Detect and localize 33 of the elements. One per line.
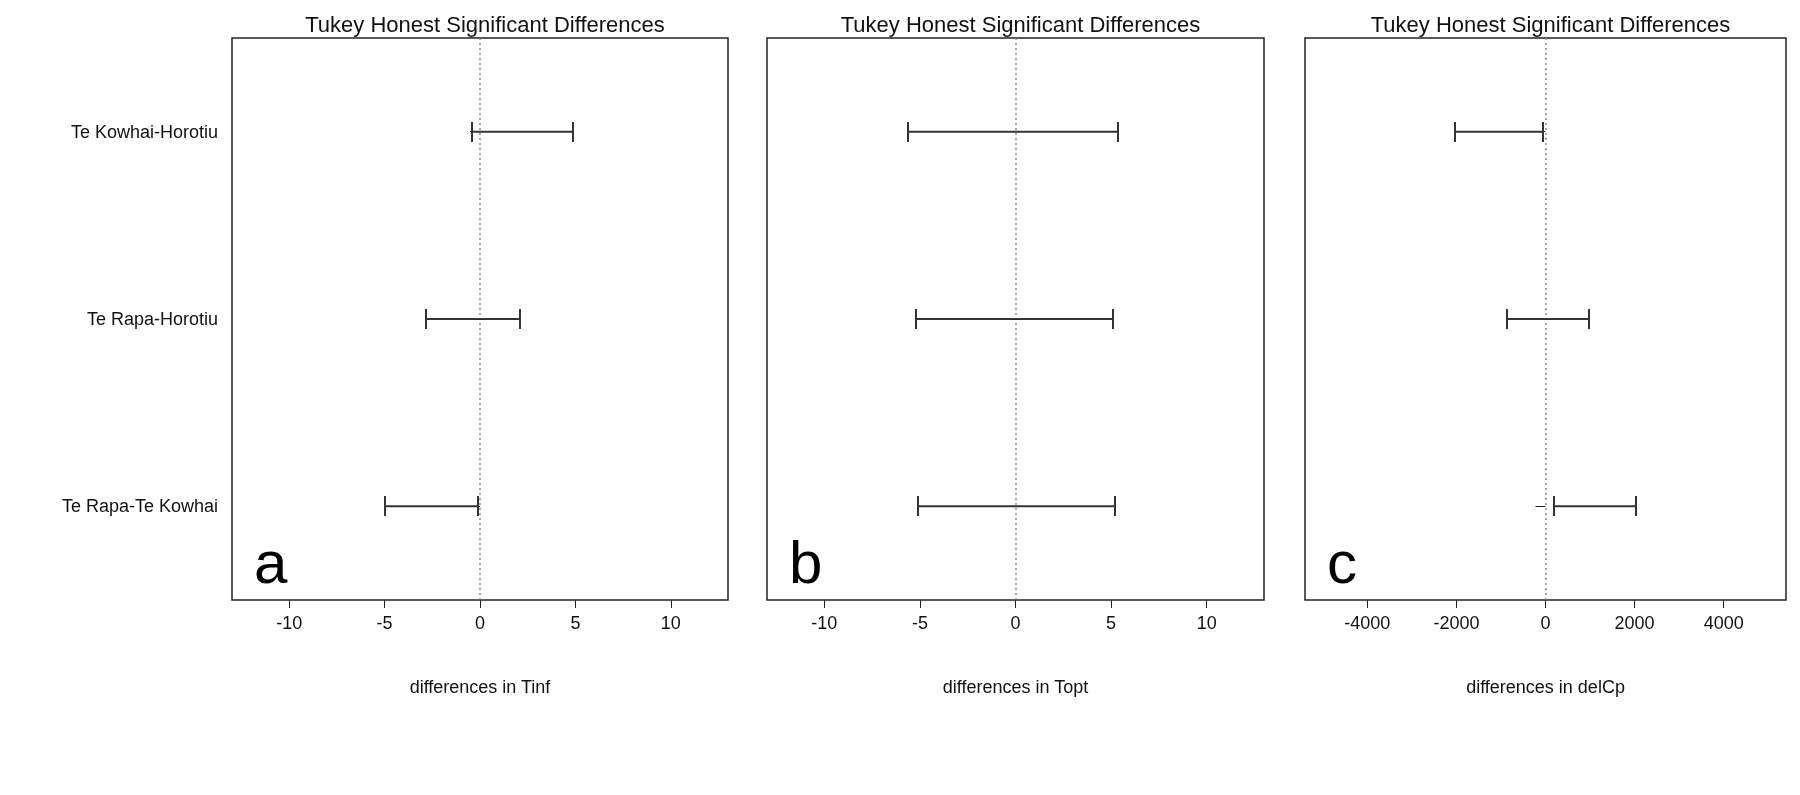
x-tick-label: -10 (276, 613, 303, 633)
x-axis-title: differences in Tinf (409, 677, 552, 697)
y-tick-label: Te Rapa-Horotiu (86, 309, 218, 329)
bar (472, 130, 573, 133)
bar (384, 505, 478, 508)
annotation: b (789, 528, 823, 596)
x-tick-label: -5 (911, 613, 928, 633)
x-tick-label: -5 (376, 613, 393, 633)
chart-title: Tukey Honest Significant Differences (1370, 11, 1731, 37)
x-tick-label: 4000 (1703, 613, 1744, 633)
bar (1506, 318, 1590, 320)
y-tick-label: Te Rapa-Te Kowhai (61, 496, 218, 517)
x-axis-title: differences in Topt (942, 677, 1089, 697)
bar (1553, 505, 1636, 508)
bar (1455, 130, 1543, 133)
y-tick-label: Te Kowhai-Horotiu (70, 121, 218, 142)
x-tick-label: -4000 (1344, 613, 1391, 633)
x-tick-label: 2000 (1614, 613, 1655, 633)
x-tick-label: -2000 (1433, 613, 1480, 633)
x-tick-label: 10 (660, 613, 681, 633)
annotation: a (254, 528, 288, 596)
x-tick-label: 0 (1010, 613, 1021, 633)
bar (425, 318, 521, 320)
x-tick-label: 5 (570, 613, 581, 633)
x-axis-title: differences in delCp (1466, 677, 1625, 697)
chart-title: Tukey Honest Significant Differences (305, 11, 665, 37)
x-tick-label: 10 (1196, 613, 1217, 633)
x-tick-label: 5 (1106, 613, 1117, 633)
chart-title: Tukey Honest Significant Differences (840, 11, 1201, 37)
x-tick-label: 0 (474, 613, 486, 633)
x-tick-label: -10 (811, 613, 838, 633)
annotation: c (1327, 528, 1357, 596)
x-tick-label: 0 (1540, 613, 1551, 633)
